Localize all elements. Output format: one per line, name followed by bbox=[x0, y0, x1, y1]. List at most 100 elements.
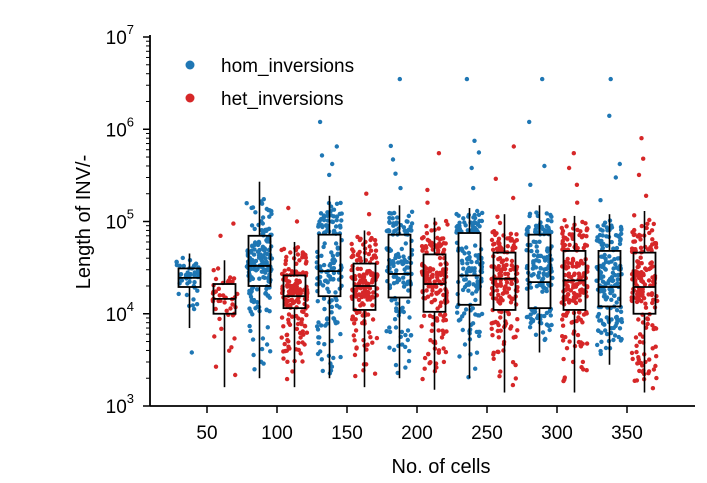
data-point bbox=[474, 350, 480, 355]
data-point bbox=[647, 357, 652, 362]
data-point bbox=[464, 256, 470, 262]
data-point bbox=[619, 317, 624, 322]
data-point bbox=[489, 237, 495, 243]
data-point bbox=[295, 252, 301, 257]
data-point bbox=[406, 288, 411, 293]
y-tick-base: 10 bbox=[106, 213, 127, 234]
data-point bbox=[493, 232, 498, 238]
data-point bbox=[333, 224, 339, 229]
data-point bbox=[420, 248, 425, 253]
data-point bbox=[641, 271, 646, 276]
data-point bbox=[424, 288, 429, 293]
data-point bbox=[510, 382, 516, 388]
data-point bbox=[391, 347, 397, 353]
data-point bbox=[331, 214, 336, 219]
data-point bbox=[372, 253, 378, 258]
data-point bbox=[609, 275, 615, 280]
data-point bbox=[438, 312, 443, 317]
data-point bbox=[263, 256, 268, 261]
data-point bbox=[654, 375, 659, 381]
data-point bbox=[297, 279, 302, 285]
data-point bbox=[331, 266, 337, 271]
data-point bbox=[571, 285, 576, 290]
data-point bbox=[329, 364, 335, 369]
data-point bbox=[531, 310, 537, 315]
data-point bbox=[387, 210, 392, 216]
data-point bbox=[434, 284, 439, 289]
data-point bbox=[497, 220, 503, 226]
data-point bbox=[608, 290, 613, 296]
data-point bbox=[281, 356, 286, 361]
data-point bbox=[338, 331, 343, 337]
data-point bbox=[282, 341, 287, 347]
data-point bbox=[457, 354, 462, 359]
data-point bbox=[576, 315, 581, 320]
data-point bbox=[490, 333, 495, 338]
data-point bbox=[321, 296, 327, 301]
data-point bbox=[361, 302, 366, 307]
data-point bbox=[494, 296, 499, 301]
data-point bbox=[261, 230, 266, 235]
outlier-point bbox=[334, 144, 339, 149]
data-point bbox=[409, 221, 415, 226]
data-point bbox=[393, 362, 399, 368]
data-point bbox=[531, 260, 536, 266]
data-point bbox=[384, 329, 389, 334]
data-point bbox=[645, 321, 650, 327]
data-point bbox=[618, 338, 624, 343]
x-tick-label: 350 bbox=[611, 423, 643, 444]
data-point bbox=[455, 310, 460, 315]
outlier-point bbox=[643, 193, 649, 198]
data-point bbox=[286, 267, 291, 272]
data-point bbox=[328, 261, 333, 267]
data-point bbox=[254, 287, 260, 292]
data-point bbox=[566, 300, 572, 305]
data-point bbox=[373, 242, 378, 247]
data-point bbox=[353, 317, 358, 322]
data-point bbox=[598, 270, 604, 275]
plot-area bbox=[174, 76, 660, 393]
data-point bbox=[471, 282, 476, 287]
data-point bbox=[249, 250, 254, 255]
data-point bbox=[498, 369, 503, 374]
data-point bbox=[318, 211, 324, 216]
outlier-point bbox=[317, 119, 323, 125]
data-point bbox=[645, 221, 650, 226]
data-point bbox=[360, 280, 365, 285]
data-point bbox=[260, 336, 266, 341]
data-point bbox=[403, 332, 408, 338]
data-point bbox=[426, 351, 431, 357]
data-point bbox=[391, 281, 397, 286]
data-point bbox=[600, 321, 606, 326]
data-point bbox=[496, 335, 501, 340]
data-point bbox=[192, 280, 197, 285]
data-point bbox=[506, 286, 512, 291]
data-point bbox=[529, 248, 534, 254]
data-point bbox=[648, 245, 653, 250]
data-point bbox=[466, 250, 472, 256]
data-point bbox=[465, 261, 470, 266]
data-point bbox=[638, 360, 644, 366]
data-point bbox=[609, 239, 614, 245]
data-point bbox=[424, 250, 429, 255]
data-point bbox=[268, 349, 273, 354]
data-point bbox=[248, 294, 254, 299]
y-tick-label: 105 bbox=[106, 207, 134, 234]
data-point bbox=[329, 338, 334, 344]
data-point bbox=[231, 276, 237, 281]
data-point bbox=[533, 223, 539, 228]
data-point bbox=[538, 266, 544, 271]
data-point bbox=[285, 359, 290, 364]
data-point bbox=[475, 208, 480, 214]
data-point bbox=[480, 210, 485, 216]
data-point bbox=[399, 329, 405, 335]
data-point bbox=[283, 258, 289, 263]
data-point bbox=[566, 260, 571, 266]
data-point bbox=[297, 258, 302, 263]
data-point bbox=[614, 308, 620, 313]
data-point bbox=[291, 290, 296, 296]
data-point bbox=[408, 333, 414, 338]
outlier-point bbox=[436, 151, 442, 156]
outlier-point bbox=[218, 233, 223, 238]
data-point bbox=[611, 325, 616, 331]
